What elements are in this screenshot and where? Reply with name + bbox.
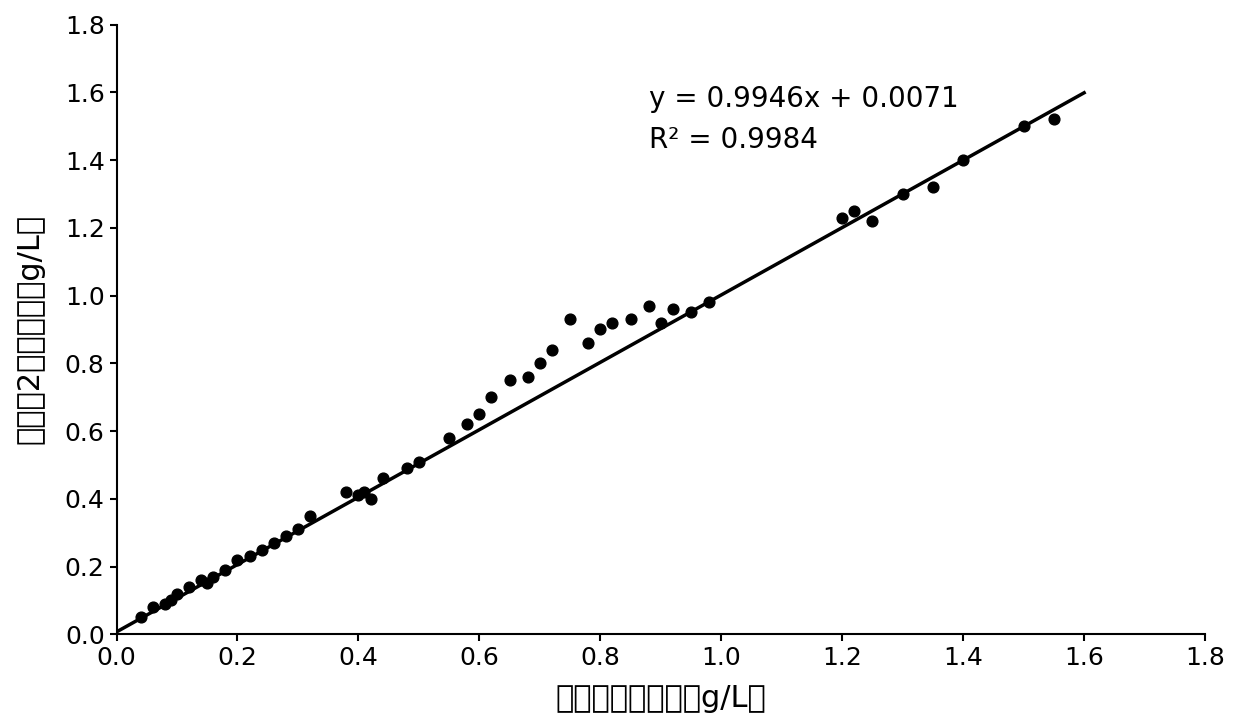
Point: [336, 486, 356, 498]
Point: [203, 571, 223, 582]
Point: [470, 408, 490, 420]
Text: y = 0.9946x + 0.0071: y = 0.9946x + 0.0071: [649, 85, 959, 114]
Point: [954, 154, 973, 166]
Text: R² = 0.9984: R² = 0.9984: [649, 126, 817, 154]
Point: [1044, 114, 1064, 125]
Point: [239, 550, 259, 562]
Point: [348, 490, 368, 502]
Point: [252, 544, 272, 555]
Point: [681, 306, 701, 318]
Point: [560, 314, 580, 325]
Point: [578, 337, 598, 349]
Point: [603, 317, 622, 328]
X-axis label: 对照例检测数据（g/L）: 对照例检测数据（g/L）: [556, 684, 766, 713]
Point: [277, 530, 296, 542]
Point: [155, 598, 175, 609]
Point: [863, 215, 883, 227]
Point: [844, 205, 864, 217]
Point: [130, 612, 150, 623]
Point: [288, 523, 308, 535]
Point: [542, 344, 562, 355]
Point: [893, 188, 913, 199]
Point: [409, 456, 429, 467]
Point: [639, 300, 658, 312]
Point: [458, 419, 477, 430]
Point: [179, 581, 198, 593]
Point: [621, 314, 641, 325]
Point: [161, 595, 181, 606]
Point: [663, 304, 683, 315]
Point: [832, 212, 852, 223]
Point: [167, 587, 187, 599]
Point: [651, 317, 671, 328]
Point: [397, 462, 417, 474]
Point: [216, 564, 236, 576]
Y-axis label: 实施例2检测数据（g/L）: 实施例2检测数据（g/L）: [15, 214, 43, 445]
Point: [518, 371, 538, 383]
Point: [361, 493, 381, 505]
Point: [529, 357, 549, 369]
Point: [481, 392, 501, 403]
Point: [143, 601, 162, 613]
Point: [439, 432, 459, 443]
Point: [191, 574, 211, 586]
Point: [228, 554, 248, 566]
Point: [699, 296, 719, 308]
Point: [923, 181, 942, 193]
Point: [300, 510, 320, 521]
Point: [590, 323, 610, 335]
Point: [355, 486, 374, 498]
Point: [1014, 120, 1034, 132]
Point: [197, 577, 217, 589]
Point: [264, 537, 284, 549]
Point: [500, 374, 520, 386]
Point: [373, 472, 393, 484]
